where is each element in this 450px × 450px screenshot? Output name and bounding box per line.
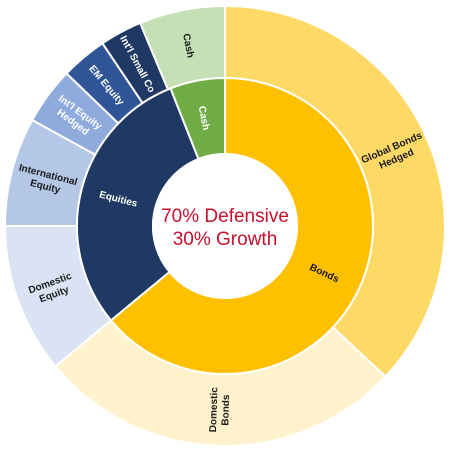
inner-label-cash: Cash [196, 105, 211, 131]
center-text-line-2: 30% Growth [173, 229, 278, 250]
center-text-line-1: 70% Defensive [161, 206, 289, 227]
inner-ring [76, 76, 374, 375]
outer-label-domestic-bonds: DomesticBonds [208, 387, 232, 433]
outer-label-cash: Cash [180, 33, 196, 59]
center-hole [152, 153, 298, 299]
